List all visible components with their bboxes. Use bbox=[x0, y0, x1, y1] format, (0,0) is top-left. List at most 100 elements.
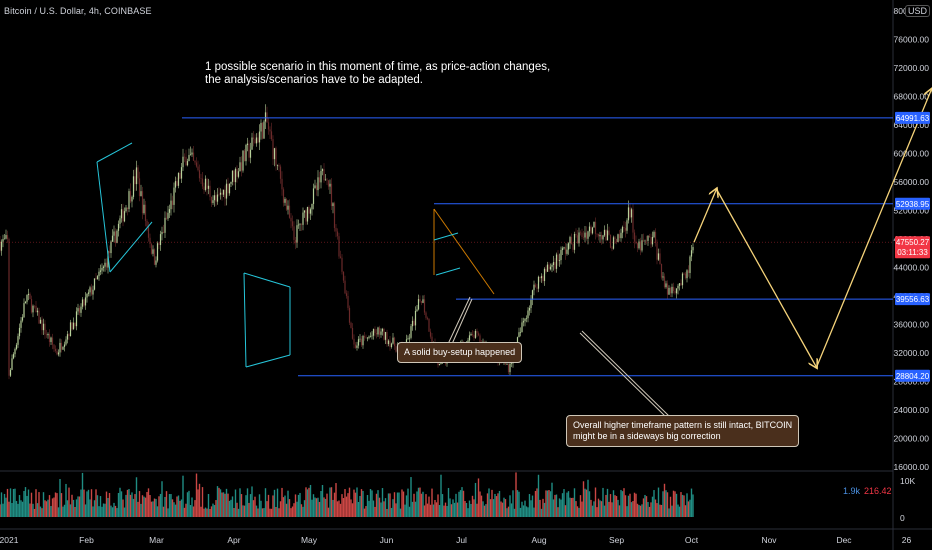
volume-bar bbox=[182, 475, 184, 517]
volume-bar bbox=[485, 504, 487, 517]
candle-body bbox=[351, 327, 354, 339]
volume-bar bbox=[692, 494, 694, 517]
scenario-note-line: 1 possible scenario in this moment of ti… bbox=[205, 61, 551, 73]
candle-body bbox=[210, 196, 213, 203]
volume-bar bbox=[215, 500, 217, 517]
volume-bar bbox=[167, 508, 169, 517]
volume-bar bbox=[107, 497, 109, 517]
volume-bar bbox=[84, 504, 87, 517]
candle-body bbox=[414, 310, 417, 326]
volume-bar bbox=[240, 494, 243, 517]
candle-body bbox=[339, 256, 342, 258]
volume-bar bbox=[618, 505, 621, 517]
candle-body bbox=[12, 354, 15, 359]
candle-body bbox=[260, 122, 262, 132]
volume-bar bbox=[5, 497, 7, 517]
candle-body bbox=[563, 247, 565, 249]
candle-body bbox=[477, 333, 480, 336]
volume-bar bbox=[218, 487, 220, 517]
candle-body bbox=[6, 235, 9, 240]
candle-body bbox=[216, 194, 219, 202]
volume-bar bbox=[500, 501, 502, 517]
volume-bar bbox=[279, 501, 282, 517]
volume-bar bbox=[473, 499, 475, 517]
candle-body bbox=[234, 168, 237, 183]
volume-bar bbox=[462, 490, 465, 517]
candle-body bbox=[251, 137, 253, 150]
volume-bar bbox=[434, 499, 436, 517]
candle-body bbox=[105, 262, 108, 268]
volume-bar bbox=[134, 494, 136, 517]
candle-body bbox=[122, 209, 124, 222]
volume-bar bbox=[671, 505, 673, 517]
candle-body bbox=[614, 237, 616, 239]
candle-body bbox=[621, 227, 624, 233]
volume-bar bbox=[486, 493, 489, 517]
volume-bar bbox=[113, 502, 115, 517]
volume-bar bbox=[38, 492, 40, 517]
candle-body bbox=[266, 112, 268, 123]
candle-body bbox=[623, 227, 625, 228]
volume-bar bbox=[33, 508, 36, 517]
candle-body bbox=[534, 284, 537, 288]
volume-bar bbox=[386, 508, 388, 517]
volume-bar bbox=[374, 506, 376, 517]
candle-body bbox=[269, 129, 271, 132]
volume-bar bbox=[471, 495, 474, 517]
candle-body bbox=[0, 242, 1, 251]
candle-body bbox=[576, 235, 579, 244]
candle-body bbox=[72, 322, 75, 330]
volume-bar bbox=[497, 493, 499, 517]
candle-body bbox=[368, 336, 370, 338]
candle-body bbox=[84, 297, 87, 306]
volume-bar bbox=[599, 500, 601, 517]
candle-body bbox=[422, 299, 424, 303]
candle-body bbox=[75, 311, 78, 327]
candle-body bbox=[681, 273, 684, 286]
candle-body bbox=[345, 293, 348, 296]
volume-bar bbox=[47, 499, 49, 517]
candle-body bbox=[686, 270, 688, 279]
currency-badge[interactable]: USD bbox=[905, 5, 931, 17]
candle-body bbox=[182, 156, 184, 168]
volume-bar bbox=[501, 502, 504, 517]
volume-bar bbox=[203, 508, 205, 517]
candle-body bbox=[605, 229, 607, 241]
volume-bar bbox=[87, 489, 90, 517]
volume-bar bbox=[95, 489, 97, 517]
candle-body bbox=[519, 332, 522, 333]
last-price-bg bbox=[895, 236, 930, 259]
pattern-callout[interactable]: Overall higher timeframe pattern is stil… bbox=[566, 415, 800, 447]
volume-bar bbox=[132, 498, 135, 517]
candle-body bbox=[264, 112, 267, 122]
candle-body bbox=[296, 225, 298, 243]
candle-body bbox=[521, 322, 523, 333]
volume-bar bbox=[267, 494, 270, 517]
candle-body bbox=[588, 226, 591, 232]
volume-bar bbox=[615, 496, 618, 517]
volume-bar bbox=[443, 505, 445, 517]
symbol-title[interactable]: Bitcoin / U.S. Dollar, 4h, COINBASE bbox=[4, 6, 152, 16]
volume-bar bbox=[294, 494, 297, 517]
candle-body bbox=[527, 310, 529, 319]
volume-bar bbox=[335, 483, 337, 517]
candle-body bbox=[180, 167, 183, 179]
candle-body bbox=[570, 237, 573, 244]
x-tick-label: 26 bbox=[902, 535, 912, 545]
volume-bar bbox=[326, 493, 328, 517]
volume-bar bbox=[96, 495, 99, 517]
candle-body bbox=[332, 203, 334, 207]
candle-body bbox=[584, 232, 586, 238]
candle-body bbox=[167, 212, 169, 219]
candle-body bbox=[369, 336, 372, 337]
volume-bar bbox=[470, 504, 472, 517]
x-tick-label: Sep bbox=[609, 535, 624, 545]
candle-body bbox=[683, 273, 685, 275]
volume-bar bbox=[116, 508, 118, 517]
candle-body bbox=[375, 333, 378, 335]
candle-body bbox=[371, 335, 373, 337]
candle-body bbox=[330, 183, 333, 207]
buy-setup-callout[interactable]: A solid buy-setup happened bbox=[397, 342, 523, 363]
volume-bar bbox=[321, 485, 324, 517]
